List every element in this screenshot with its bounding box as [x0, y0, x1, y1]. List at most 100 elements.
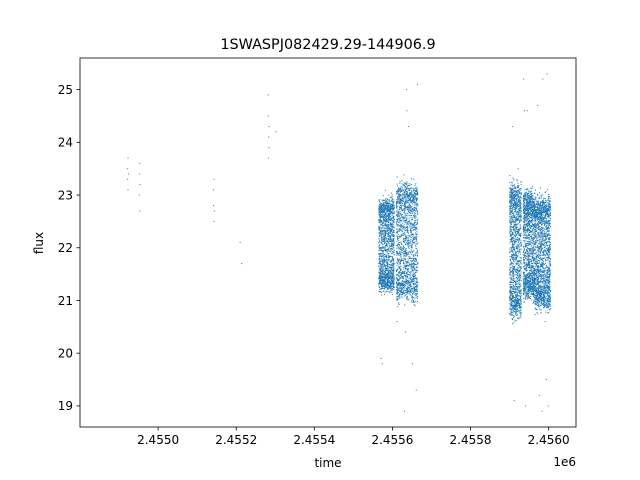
data-point [391, 228, 393, 230]
data-point [402, 281, 404, 283]
data-point [405, 277, 407, 279]
data-point [380, 266, 382, 268]
data-point [385, 276, 387, 278]
data-point [382, 195, 384, 197]
data-point [412, 268, 414, 270]
data-point [515, 262, 517, 264]
data-point [413, 201, 415, 203]
data-point [407, 226, 409, 228]
data-point [402, 287, 404, 289]
data-point [391, 228, 393, 230]
data-point [509, 211, 511, 213]
data-point [400, 274, 402, 276]
data-point [514, 204, 516, 206]
data-point [413, 226, 415, 228]
data-point [525, 189, 527, 191]
data-point [417, 285, 419, 287]
data-point [400, 204, 402, 206]
data-point [391, 244, 393, 246]
data-point [412, 208, 414, 210]
data-point [399, 198, 401, 200]
data-point [387, 264, 389, 266]
data-point [513, 227, 515, 229]
data-point [406, 199, 408, 201]
data-point [517, 304, 519, 306]
data-point [400, 188, 402, 190]
data-point [413, 206, 415, 208]
data-point [527, 195, 529, 197]
data-point [514, 236, 516, 238]
data-point [384, 245, 386, 247]
data-point [406, 184, 408, 186]
data-point [403, 202, 405, 204]
data-point [533, 199, 535, 201]
data-point [518, 218, 520, 220]
data-point [387, 217, 389, 219]
data-point [525, 283, 527, 285]
data-point [509, 229, 511, 231]
data-point [512, 217, 514, 219]
data-point [407, 202, 409, 204]
data-point [515, 213, 517, 215]
data-point [381, 282, 383, 284]
data-point [401, 219, 403, 221]
data-point [396, 205, 398, 207]
data-point [516, 226, 518, 228]
data-point [399, 201, 401, 203]
data-point [512, 207, 514, 209]
data-point [514, 281, 516, 283]
data-point [383, 211, 385, 213]
data-point [405, 193, 407, 195]
data-point [516, 292, 518, 294]
data-point [390, 219, 392, 221]
data-point [380, 288, 382, 290]
data-point [411, 227, 413, 229]
data-point [383, 278, 385, 280]
data-point [511, 191, 513, 193]
data-point [414, 194, 416, 196]
data-point [402, 234, 404, 236]
data-point [396, 221, 398, 223]
data-point [404, 189, 406, 191]
data-point [517, 296, 519, 298]
data-point [533, 206, 535, 208]
data-point [384, 236, 386, 238]
data-point [510, 247, 512, 249]
data-point [411, 188, 413, 190]
data-point [392, 209, 394, 211]
data-point [516, 237, 518, 239]
data-point [381, 224, 383, 226]
data-point [512, 304, 514, 306]
data-point [511, 247, 513, 249]
data-point [511, 229, 513, 231]
data-point [404, 249, 406, 251]
data-point [408, 256, 410, 258]
data-point [379, 212, 381, 214]
data-point [509, 212, 511, 214]
data-point [381, 288, 383, 290]
data-point [510, 314, 512, 316]
data-point [415, 269, 417, 271]
data-point [512, 305, 514, 307]
data-point [403, 280, 405, 282]
data-point [379, 219, 381, 221]
data-point [519, 201, 521, 203]
data-point [391, 247, 393, 249]
data-point [408, 235, 410, 237]
data-point [402, 283, 404, 285]
data-point [404, 304, 406, 306]
data-point [139, 162, 141, 164]
data-point [509, 289, 511, 291]
data-point [529, 231, 531, 233]
data-point [386, 260, 388, 262]
data-point [523, 292, 525, 294]
data-point [406, 186, 408, 188]
data-point [519, 253, 521, 255]
data-point [386, 278, 388, 280]
data-point [383, 216, 385, 218]
data-point [380, 211, 382, 213]
data-point [391, 212, 393, 214]
data-point [409, 228, 411, 230]
data-point [397, 280, 399, 282]
data-point [378, 278, 380, 280]
